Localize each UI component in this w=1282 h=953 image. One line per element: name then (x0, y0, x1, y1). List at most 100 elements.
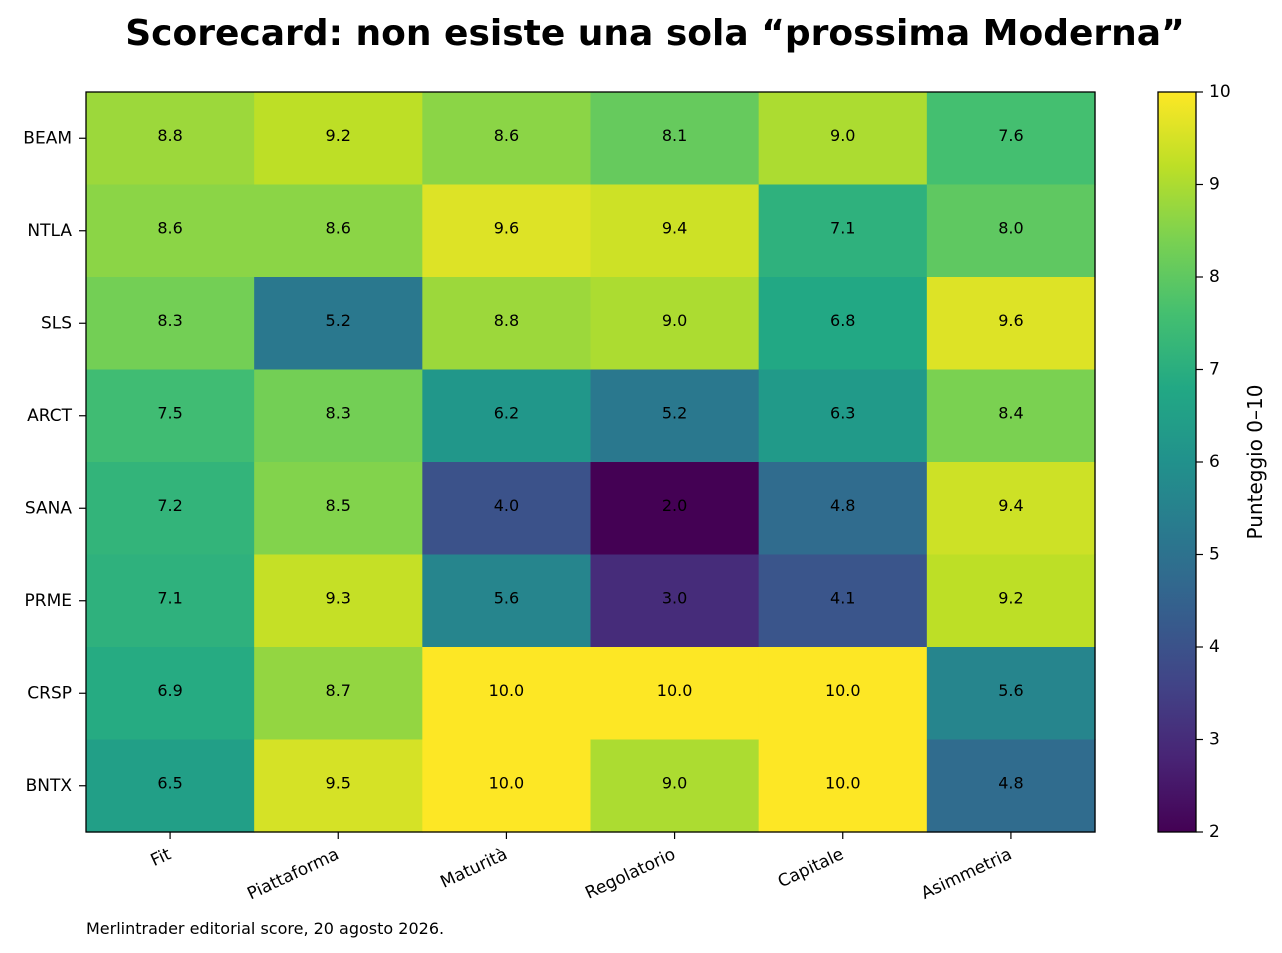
cell-value-label: 6.3 (830, 403, 855, 422)
heatmap-cell (86, 369, 255, 463)
cell-value-label: 10.0 (825, 773, 861, 792)
cell-value-label: 8.6 (326, 218, 351, 237)
x-tick-label: Asimmetria (918, 844, 1015, 903)
y-tick-label: NTLA (27, 221, 72, 241)
heatmap-cell (590, 277, 760, 371)
heatmap-cells (86, 92, 1096, 833)
heatmap-cell (758, 462, 928, 556)
heatmap-cell (926, 92, 1096, 186)
heatmap-cell (926, 184, 1096, 278)
cell-value-label: 7.5 (157, 403, 182, 422)
colorbar-tick-label: 3 (1209, 730, 1220, 750)
heatmap-cell (926, 647, 1096, 741)
heatmap-cell (422, 647, 592, 741)
cell-value-label: 7.2 (157, 496, 182, 515)
cell-value-label: 5.6 (998, 681, 1023, 700)
heatmap-cell (422, 369, 592, 463)
x-tick-label: Capitale (775, 844, 847, 892)
heatmap-cell (254, 92, 423, 186)
cell-value-label: 9.3 (326, 588, 351, 607)
x-tick-label: Maturità (437, 844, 510, 892)
cell-value-label: 7.6 (998, 126, 1023, 145)
heatmap-cell (926, 277, 1096, 371)
heatmap-cell (254, 739, 423, 833)
colorbar-tick-label: 2 (1209, 822, 1220, 842)
colorbar-tick-label: 7 (1209, 360, 1220, 380)
cell-value-label: 4.8 (830, 496, 855, 515)
y-tick-label: CRSP (27, 683, 72, 703)
cell-value-label: 8.5 (326, 496, 351, 515)
colorbar-tick-label: 10 (1209, 82, 1231, 102)
cell-value-label: 5.2 (326, 311, 351, 330)
cell-value-label: 9.0 (662, 773, 687, 792)
cell-value-label: 9.4 (662, 218, 687, 237)
heatmap-cell (422, 184, 592, 278)
heatmap-cell (758, 554, 928, 648)
heatmap-cell (590, 369, 760, 463)
heatmap-cell (590, 554, 760, 648)
heatmap-cell (422, 462, 592, 556)
heatmap-cell (254, 554, 423, 648)
y-tick-label: ARCT (27, 406, 72, 426)
heatmap-cell (422, 554, 592, 648)
heatmap-cell (422, 92, 592, 186)
cell-value-label: 8.6 (157, 218, 182, 237)
cell-value-label: 8.8 (494, 311, 519, 330)
x-tick-label: Fit (148, 844, 175, 871)
colorbar-tick-label: 8 (1209, 267, 1220, 287)
cell-value-label: 4.8 (998, 773, 1023, 792)
cell-value-label: 10.0 (489, 681, 525, 700)
plot-frame (85, 91, 1096, 833)
cell-value-label: 8.4 (998, 403, 1023, 422)
cell-value-label: 8.8 (157, 126, 182, 145)
cell-value-label: 4.0 (494, 496, 519, 515)
heatmap-cell (86, 647, 255, 741)
cell-value-label: 6.2 (494, 403, 519, 422)
heatmap-cell (254, 647, 423, 741)
cell-value-label: 4.1 (830, 588, 855, 607)
cell-value-label: 9.2 (326, 126, 351, 145)
cell-value-label: 8.3 (157, 311, 182, 330)
heatmap-cell (758, 369, 928, 463)
heatmap-cell (254, 369, 423, 463)
cell-value-label: 9.0 (662, 311, 687, 330)
heatmap-cell (926, 739, 1096, 833)
x-axis: Fit Piattaforma Maturità Regolatorio Capital… (148, 832, 1015, 904)
heatmap-cell (590, 647, 760, 741)
colorbar-tick-label: 6 (1209, 452, 1220, 472)
cell-value-label: 2.0 (662, 496, 687, 515)
heatmap-cell (86, 554, 255, 648)
y-tick-label: SANA (25, 498, 72, 518)
y-tick-label: BEAM (23, 128, 72, 148)
colorbar-tick-label: 5 (1209, 545, 1220, 565)
cell-value-label: 8.0 (998, 218, 1023, 237)
heatmap-cell (758, 184, 928, 278)
y-axis: BEAM NTLA SLS ARCT SANA PRME CRSP BNTX (23, 128, 86, 796)
y-tick-label: SLS (41, 313, 72, 333)
cell-value-label: 5.2 (662, 403, 687, 422)
colorbar-tick-label: 9 (1209, 175, 1220, 195)
heatmap-cell (86, 277, 255, 371)
cell-value-label: 9.5 (326, 773, 351, 792)
cell-value-label: 10.0 (825, 681, 861, 700)
heatmap-cell (590, 739, 760, 833)
heatmap-cell (926, 369, 1096, 463)
cell-value-label: 6.9 (157, 681, 182, 700)
heatmap-cell (758, 92, 928, 186)
heatmap-cell (590, 184, 760, 278)
heatmap-cell (590, 92, 760, 186)
heatmap-cell (590, 462, 760, 556)
cell-value-label: 8.1 (662, 126, 687, 145)
colorbar-label: Punteggio 0–10 (1243, 385, 1267, 540)
cell-value-label: 7.1 (830, 218, 855, 237)
cell-value-label: 9.6 (494, 218, 519, 237)
cell-value-label: 8.3 (326, 403, 351, 422)
cell-value-label: 9.0 (830, 126, 855, 145)
cell-value-label: 9.4 (998, 496, 1023, 515)
heatmap-cell (758, 277, 928, 371)
cell-value-label: 6.5 (157, 773, 182, 792)
heatmap-cell (758, 647, 928, 741)
cell-value-label: 10.0 (489, 773, 525, 792)
colorbar-tick-label: 4 (1209, 637, 1220, 657)
